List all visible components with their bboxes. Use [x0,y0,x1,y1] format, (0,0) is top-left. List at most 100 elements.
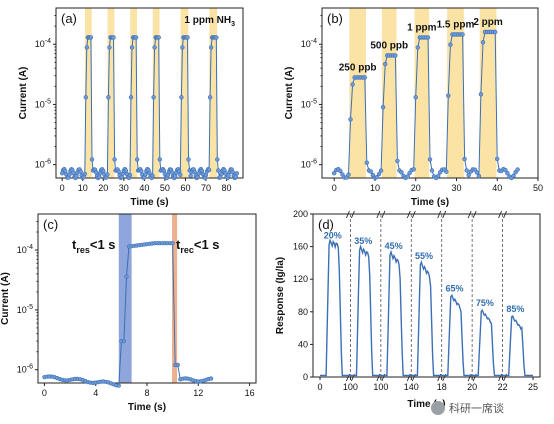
data-point [185,35,190,40]
data-point [170,241,175,246]
panel-label: (d) [318,217,334,232]
y-axis-label: Current (A) [18,67,29,120]
concentration-label: 250 ppb [339,63,377,74]
data-point [208,45,214,50]
data-point [139,168,144,174]
data-point [464,168,469,173]
data-point [230,169,235,175]
data-point [332,171,337,176]
data-point [112,157,117,162]
panel-c: 0 4 8 12 16 10-6 10-5 10-4 Time (s) Current (A) (c… [0,213,257,413]
y-tick-label: 160 [293,242,308,252]
data-point [106,95,111,100]
data-point [135,157,140,162]
data-point [495,156,500,162]
data-point [344,175,349,180]
panel-label: (c) [43,217,58,232]
y-tick-label: 10-5 [301,98,317,109]
concentration-label: 2 ppm [473,17,503,28]
x-tick-label: 30 [451,183,461,193]
y-tick-label: 10-6 [17,364,33,375]
humidity-label: 75% [476,298,494,308]
x-tick-label: 80 [222,183,232,193]
data-point [83,95,89,100]
x-tick-label: 0 [42,388,47,398]
y-tick-label: 80 [298,307,308,317]
data-point [511,173,516,179]
y-tick-label: 200 [293,209,308,219]
data-point [192,169,197,175]
watermark-text: 科研一席谈 [449,401,504,415]
x-tick-label: 50 [533,183,543,193]
y-tick-label: 10-6 [301,159,317,170]
x-tick-label: 22 [498,382,508,392]
data-point [448,42,453,47]
data-point [476,173,482,179]
data-point [215,157,220,162]
data-point [124,274,129,279]
data-point [157,157,163,162]
y-tick-label: 10-6 [35,159,51,170]
data-point [378,168,384,173]
x-tick-label: 4 [93,388,98,398]
data-point [478,92,484,97]
concentration-label: 1 ppm [407,22,437,33]
gas-exposure-band [152,8,160,178]
x-tick-label: 0 [332,183,337,193]
data-point [207,95,213,100]
data-point [346,172,351,177]
x-tick-label: 140 [404,382,419,392]
y-tick-label: 0 [303,372,308,382]
data-point [493,29,498,35]
series-line [320,238,533,377]
data-point [179,95,184,100]
data-point [71,170,76,176]
x-tick-label: 12 [193,388,203,398]
data-point [206,167,212,173]
data-point [380,104,386,110]
data-point [364,160,369,165]
data-point [84,45,90,50]
axis-break-mark [406,210,416,219]
data-point [350,82,355,87]
data-point [188,173,193,178]
data-point [186,157,191,162]
panel-a: 0 10 20 30 40 50 60 70 80 10-6 10-5 10-4 Time (s) Cur… [18,7,244,208]
data-point [214,35,219,40]
data-point [116,169,121,174]
x-axis-label: Time (s) [128,402,166,413]
x-tick-label: 20 [411,183,421,193]
data-point [111,35,116,40]
data-point [460,32,465,37]
y-tick-label: 10-5 [35,98,51,109]
data-point [173,174,178,179]
y-tick-label: 120 [293,274,308,284]
data-point [127,173,133,178]
wechat-logo-icon [431,401,445,415]
data-point [340,172,345,177]
humidity-label: 45% [385,241,403,251]
axis-break-mark [437,210,447,219]
y-axis-label: Response (Ig/Ia) [275,257,286,334]
data-point [515,167,520,172]
data-point [407,170,412,176]
x-tick-label: 18 [437,382,447,392]
data-point [89,157,95,162]
axis-break-mark [498,210,507,219]
data-point [505,171,510,176]
data-point [415,45,420,50]
data-point [480,40,486,45]
data-point [348,117,353,122]
data-point [78,169,83,174]
gas-exposure-band [107,8,115,178]
data-point [74,173,79,179]
y-tick-label: 10-4 [301,38,317,49]
concentration-label: 500 ppb [370,41,408,52]
data-point [156,35,161,40]
data-point [405,174,410,179]
data-point [216,168,221,173]
gas-exposure-band [414,8,430,178]
gas-exposure-band [209,8,218,178]
panel-label: (b) [327,11,343,26]
